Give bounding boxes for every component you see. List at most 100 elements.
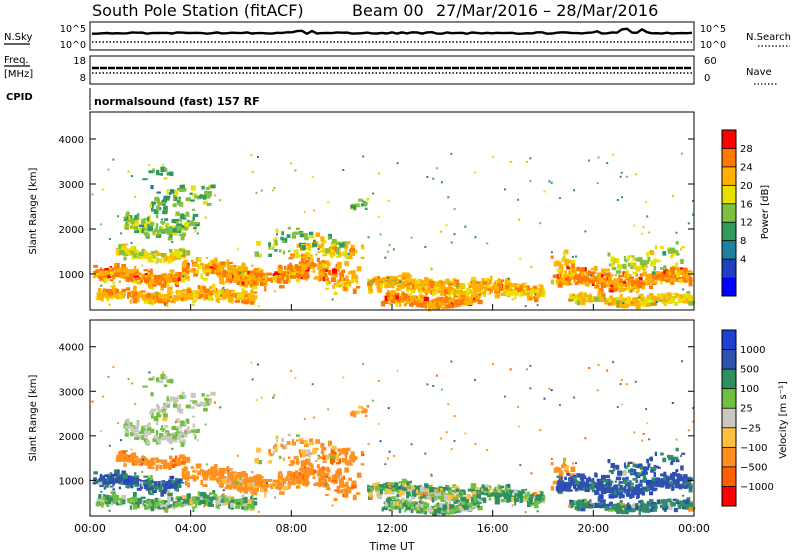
velocity-echo [194, 402, 199, 406]
velocity-echo [133, 475, 139, 479]
power-echo [319, 249, 323, 253]
power-echo [396, 288, 400, 292]
velocity-echo [115, 494, 120, 500]
power-echo [558, 281, 562, 286]
velocity-echo [446, 493, 450, 496]
velocity-echo [239, 482, 243, 487]
velocity-echo [396, 506, 401, 509]
velocity-echo [110, 481, 114, 484]
velocity-echo [476, 504, 480, 508]
velocity-echo [379, 489, 383, 495]
velocity-echo [112, 499, 116, 504]
velocity-echo [305, 458, 311, 464]
power-echo [361, 199, 364, 203]
power-echo [181, 261, 188, 264]
power-echo [639, 281, 645, 284]
velocity-echo [356, 492, 361, 495]
velocity-echo [159, 433, 162, 437]
power-echo [177, 188, 180, 191]
power-echo [157, 274, 161, 280]
velocity-echo [116, 457, 122, 463]
velocity-echo [242, 496, 248, 501]
power-echo [345, 249, 348, 254]
power-echo [686, 299, 689, 304]
power-echo [98, 275, 103, 279]
power-echo [101, 293, 105, 297]
power-echo [230, 291, 235, 294]
cpid-label: CPID [6, 92, 33, 103]
velocity-echo [286, 477, 290, 481]
power-echo [177, 228, 182, 233]
power-echo [336, 247, 340, 251]
power-echo [96, 292, 103, 296]
power-echo [322, 262, 325, 268]
velocity-echo [207, 469, 212, 472]
velocity-echo [311, 465, 314, 468]
power-echo [205, 265, 211, 271]
power-echo [126, 276, 131, 281]
power-echo [239, 271, 242, 274]
power-echo [534, 296, 539, 303]
power-echo [255, 191, 258, 194]
velocity-echo [424, 491, 428, 496]
velocity-echo [385, 498, 391, 504]
power-echo [112, 158, 115, 161]
power-echo [107, 168, 110, 171]
velocity-echo [242, 503, 247, 507]
power-echo [195, 222, 200, 225]
power-echo [233, 277, 238, 283]
power-echo [560, 274, 565, 280]
power-echo [425, 293, 428, 296]
power-echo [474, 279, 477, 283]
power-echo [147, 226, 153, 232]
power-echo [196, 257, 202, 262]
velocity-echo [419, 490, 422, 494]
power-echo [607, 280, 612, 285]
power-echo [131, 175, 134, 178]
power-echo [404, 284, 409, 287]
power-echo [227, 265, 232, 270]
power-echo [688, 281, 693, 287]
power-echo [395, 292, 399, 298]
power-echo [608, 274, 613, 280]
power-echo [338, 272, 341, 276]
power-echo [610, 262, 615, 266]
power-echo [360, 244, 364, 249]
power-echo [607, 252, 611, 257]
power-echo [152, 232, 155, 235]
velocity-echo [473, 503, 476, 508]
velocity-echo [149, 466, 155, 469]
power-echo [454, 300, 459, 306]
velocity-echo [166, 485, 171, 489]
velocity-echo [197, 491, 200, 496]
power-echo [575, 278, 579, 281]
power-echo [241, 281, 245, 286]
velocity-echo [260, 481, 263, 485]
power-echo [553, 261, 558, 267]
power-echo [175, 211, 180, 217]
power-echo [646, 252, 649, 257]
power-echo [170, 173, 174, 177]
power-echo [187, 262, 190, 267]
power-echo [324, 266, 330, 270]
velocity-echo [110, 475, 114, 480]
power-echo [646, 273, 651, 279]
power-echo [683, 293, 688, 299]
velocity-echo [147, 425, 150, 431]
velocity-echo [224, 486, 229, 490]
power-echo [396, 162, 399, 165]
power-echo [389, 295, 393, 300]
power-echo [260, 278, 266, 281]
power-echo [377, 288, 383, 293]
power-echo [603, 273, 609, 277]
velocity-echo [313, 469, 317, 474]
power-echo [218, 277, 224, 281]
colorbar-segment [722, 277, 736, 297]
power-echo [419, 290, 423, 294]
power-echo [241, 262, 246, 268]
power-echo [637, 283, 643, 289]
power-echo [375, 279, 380, 285]
velocity-echo [167, 505, 170, 509]
power-echo [136, 214, 140, 221]
power-echo [542, 292, 546, 298]
